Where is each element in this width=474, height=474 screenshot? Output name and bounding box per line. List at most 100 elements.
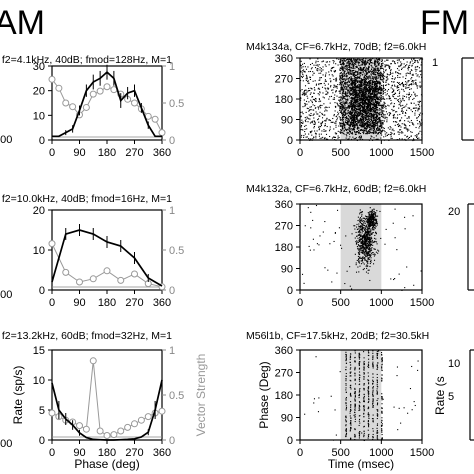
fm1-spike xyxy=(355,101,357,103)
fm1-spike xyxy=(330,121,332,123)
fm1-spike xyxy=(312,74,314,76)
fm1-spike xyxy=(348,66,351,68)
fm1-spike xyxy=(368,132,371,134)
fm1-spike xyxy=(363,99,365,102)
fm1-spike xyxy=(312,104,314,106)
fm1-spike xyxy=(394,63,396,65)
am1-vs-point xyxy=(82,103,90,111)
fm1-spike xyxy=(303,92,305,94)
fm1-spike xyxy=(367,119,369,121)
fm1-spike xyxy=(365,88,367,91)
fm1-spike xyxy=(374,72,376,74)
fm1-spike xyxy=(385,76,387,78)
fm1-spike xyxy=(420,74,422,76)
fm1-spike xyxy=(362,69,364,71)
fm1-spike xyxy=(352,65,354,67)
fm1-spike xyxy=(309,78,311,81)
fm1-spike xyxy=(333,97,335,99)
fm1-spike xyxy=(355,100,358,102)
fm1-spike xyxy=(414,112,416,114)
fm1-spike xyxy=(302,70,304,72)
fm1-spike xyxy=(367,132,369,134)
fm1-spike xyxy=(336,117,338,119)
fm1-spike xyxy=(364,88,366,90)
fm1-spike xyxy=(388,112,390,114)
fm2-spike xyxy=(322,231,324,233)
fm1-spike xyxy=(351,83,353,85)
fm1-spike xyxy=(376,61,378,63)
fm1-spike xyxy=(322,74,324,76)
fm1-spike xyxy=(335,124,337,126)
fm1-spike xyxy=(369,108,371,110)
fm1-spike xyxy=(333,62,335,64)
fm1-spike xyxy=(371,99,374,101)
fm1-spike xyxy=(333,85,335,87)
fm1-spike xyxy=(346,64,348,66)
fm1-spike xyxy=(341,82,344,84)
fm1-spike xyxy=(353,106,355,108)
fm1-spike xyxy=(335,79,338,81)
fm1-spike xyxy=(354,85,356,87)
fm2-spike xyxy=(304,225,306,227)
fm2-spike xyxy=(370,233,372,235)
fm1-spike xyxy=(371,106,373,108)
am3-vs-point xyxy=(137,416,145,424)
fm1-spike xyxy=(384,102,386,104)
fm1-spike xyxy=(375,86,377,88)
fm1-spike xyxy=(350,73,352,75)
fm1-spike xyxy=(355,61,357,63)
fm1-spike xyxy=(341,84,343,86)
fm1-spike xyxy=(356,118,358,120)
fm1-spike xyxy=(360,95,362,97)
fm1-spike xyxy=(352,125,354,127)
fm1-spike xyxy=(346,135,348,137)
fm2-spike xyxy=(370,236,372,238)
fm1-spike xyxy=(305,68,308,70)
fm1-spike xyxy=(394,62,396,64)
fm1-spike xyxy=(380,125,382,127)
fm1-spike xyxy=(409,88,411,90)
fm1-spike xyxy=(364,109,366,111)
fm1-spike xyxy=(349,129,351,131)
fm1-spike xyxy=(381,60,383,62)
fm2-spike xyxy=(360,239,362,241)
fm1-spike xyxy=(369,122,371,124)
fm1-spike xyxy=(382,65,384,67)
fm1-spike xyxy=(369,102,371,104)
fm1-spike xyxy=(339,59,341,61)
fm1-spike xyxy=(351,82,353,84)
fm1-spike xyxy=(381,115,383,117)
fm1-spike xyxy=(360,113,362,116)
fm1-spike xyxy=(362,105,364,107)
fm1-spike xyxy=(350,109,353,111)
fm1-spike xyxy=(344,97,346,99)
fm1-spike xyxy=(346,88,348,90)
fm1-spike xyxy=(418,104,420,106)
fm1-spike xyxy=(361,89,363,92)
fm1-spike xyxy=(374,66,377,68)
fm1-spike xyxy=(351,87,353,89)
fm1-spike xyxy=(379,78,381,80)
fm1-spike xyxy=(315,111,317,113)
fm1-spike xyxy=(314,130,316,132)
fm1-spike xyxy=(399,113,401,116)
fm1-spike xyxy=(344,125,346,127)
fm1-spike xyxy=(344,107,346,109)
fm1-spike xyxy=(402,97,404,99)
fm2-spike xyxy=(358,260,360,262)
fm1-spike xyxy=(333,136,335,138)
fm1-spike xyxy=(301,75,303,78)
fm1-spike xyxy=(357,89,359,91)
fm1-spike xyxy=(332,121,334,123)
fm1-spike xyxy=(375,130,377,132)
fm1-spike xyxy=(343,108,345,110)
fm2-spike xyxy=(363,246,365,248)
fm1-spike xyxy=(401,110,403,112)
fm1-spike xyxy=(418,120,421,123)
fm1-spike xyxy=(382,110,384,112)
fm1-spike xyxy=(386,113,388,115)
fm1-spike xyxy=(401,88,403,90)
fm1-spike xyxy=(318,87,320,89)
fm1-spike xyxy=(365,115,367,117)
fm1-spike xyxy=(370,119,372,121)
